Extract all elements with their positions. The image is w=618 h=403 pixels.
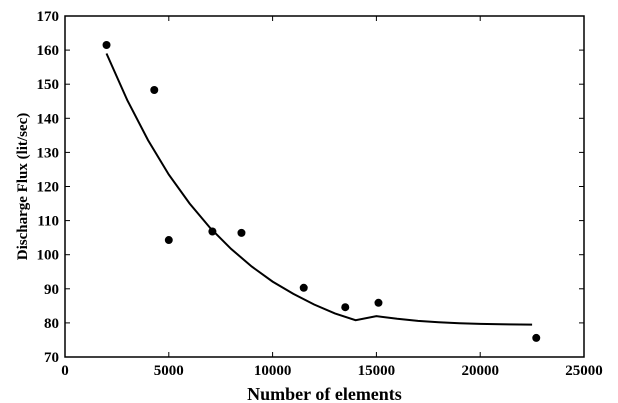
- data-point: [164, 236, 173, 245]
- y-tick-label: 130: [37, 145, 60, 161]
- x-axis-title: Number of elements: [247, 384, 402, 403]
- plot-frame: [64, 15, 585, 358]
- data-point: [374, 298, 383, 307]
- y-tick-label: 100: [37, 248, 60, 264]
- y-tick-label: 170: [37, 9, 60, 25]
- x-tick-label: 15000: [358, 363, 396, 379]
- axes: [64, 15, 585, 358]
- data-point: [237, 228, 246, 237]
- data-point: [102, 40, 111, 49]
- y-tick-label: 110: [37, 214, 59, 230]
- y-tick-label: 150: [37, 77, 60, 93]
- data-point: [532, 333, 541, 342]
- x-tick-label: 25000: [565, 363, 603, 379]
- x-axis-ticks: 0 5000 10000 15000 20000 25000: [61, 16, 603, 379]
- y-tick-label: 90: [44, 282, 59, 298]
- y-axis-title: Discharge Flux (lit/sec): [15, 113, 31, 260]
- y-tick-label: 70: [44, 350, 59, 366]
- data-point: [208, 227, 217, 236]
- fit-curve-group: [105, 53, 533, 326]
- y-tick-label: 140: [37, 111, 60, 127]
- data-point: [299, 283, 308, 292]
- y-tick-label: 160: [37, 43, 60, 59]
- x-tick-label: 5000: [154, 363, 184, 379]
- x-tick-label: 10000: [254, 363, 292, 379]
- x-tick-label: 0: [61, 363, 69, 379]
- y-tick-label: 80: [44, 316, 59, 332]
- data-point: [150, 85, 159, 94]
- fit-curve: [105, 53, 533, 326]
- data-point: [341, 303, 350, 312]
- y-tick-label: 120: [37, 180, 60, 196]
- x-tick-label: 20000: [461, 363, 499, 379]
- data-points: [102, 40, 541, 342]
- y-axis-ticks: 70 80 90 100 110 120 130 140 150 160 170: [37, 9, 584, 366]
